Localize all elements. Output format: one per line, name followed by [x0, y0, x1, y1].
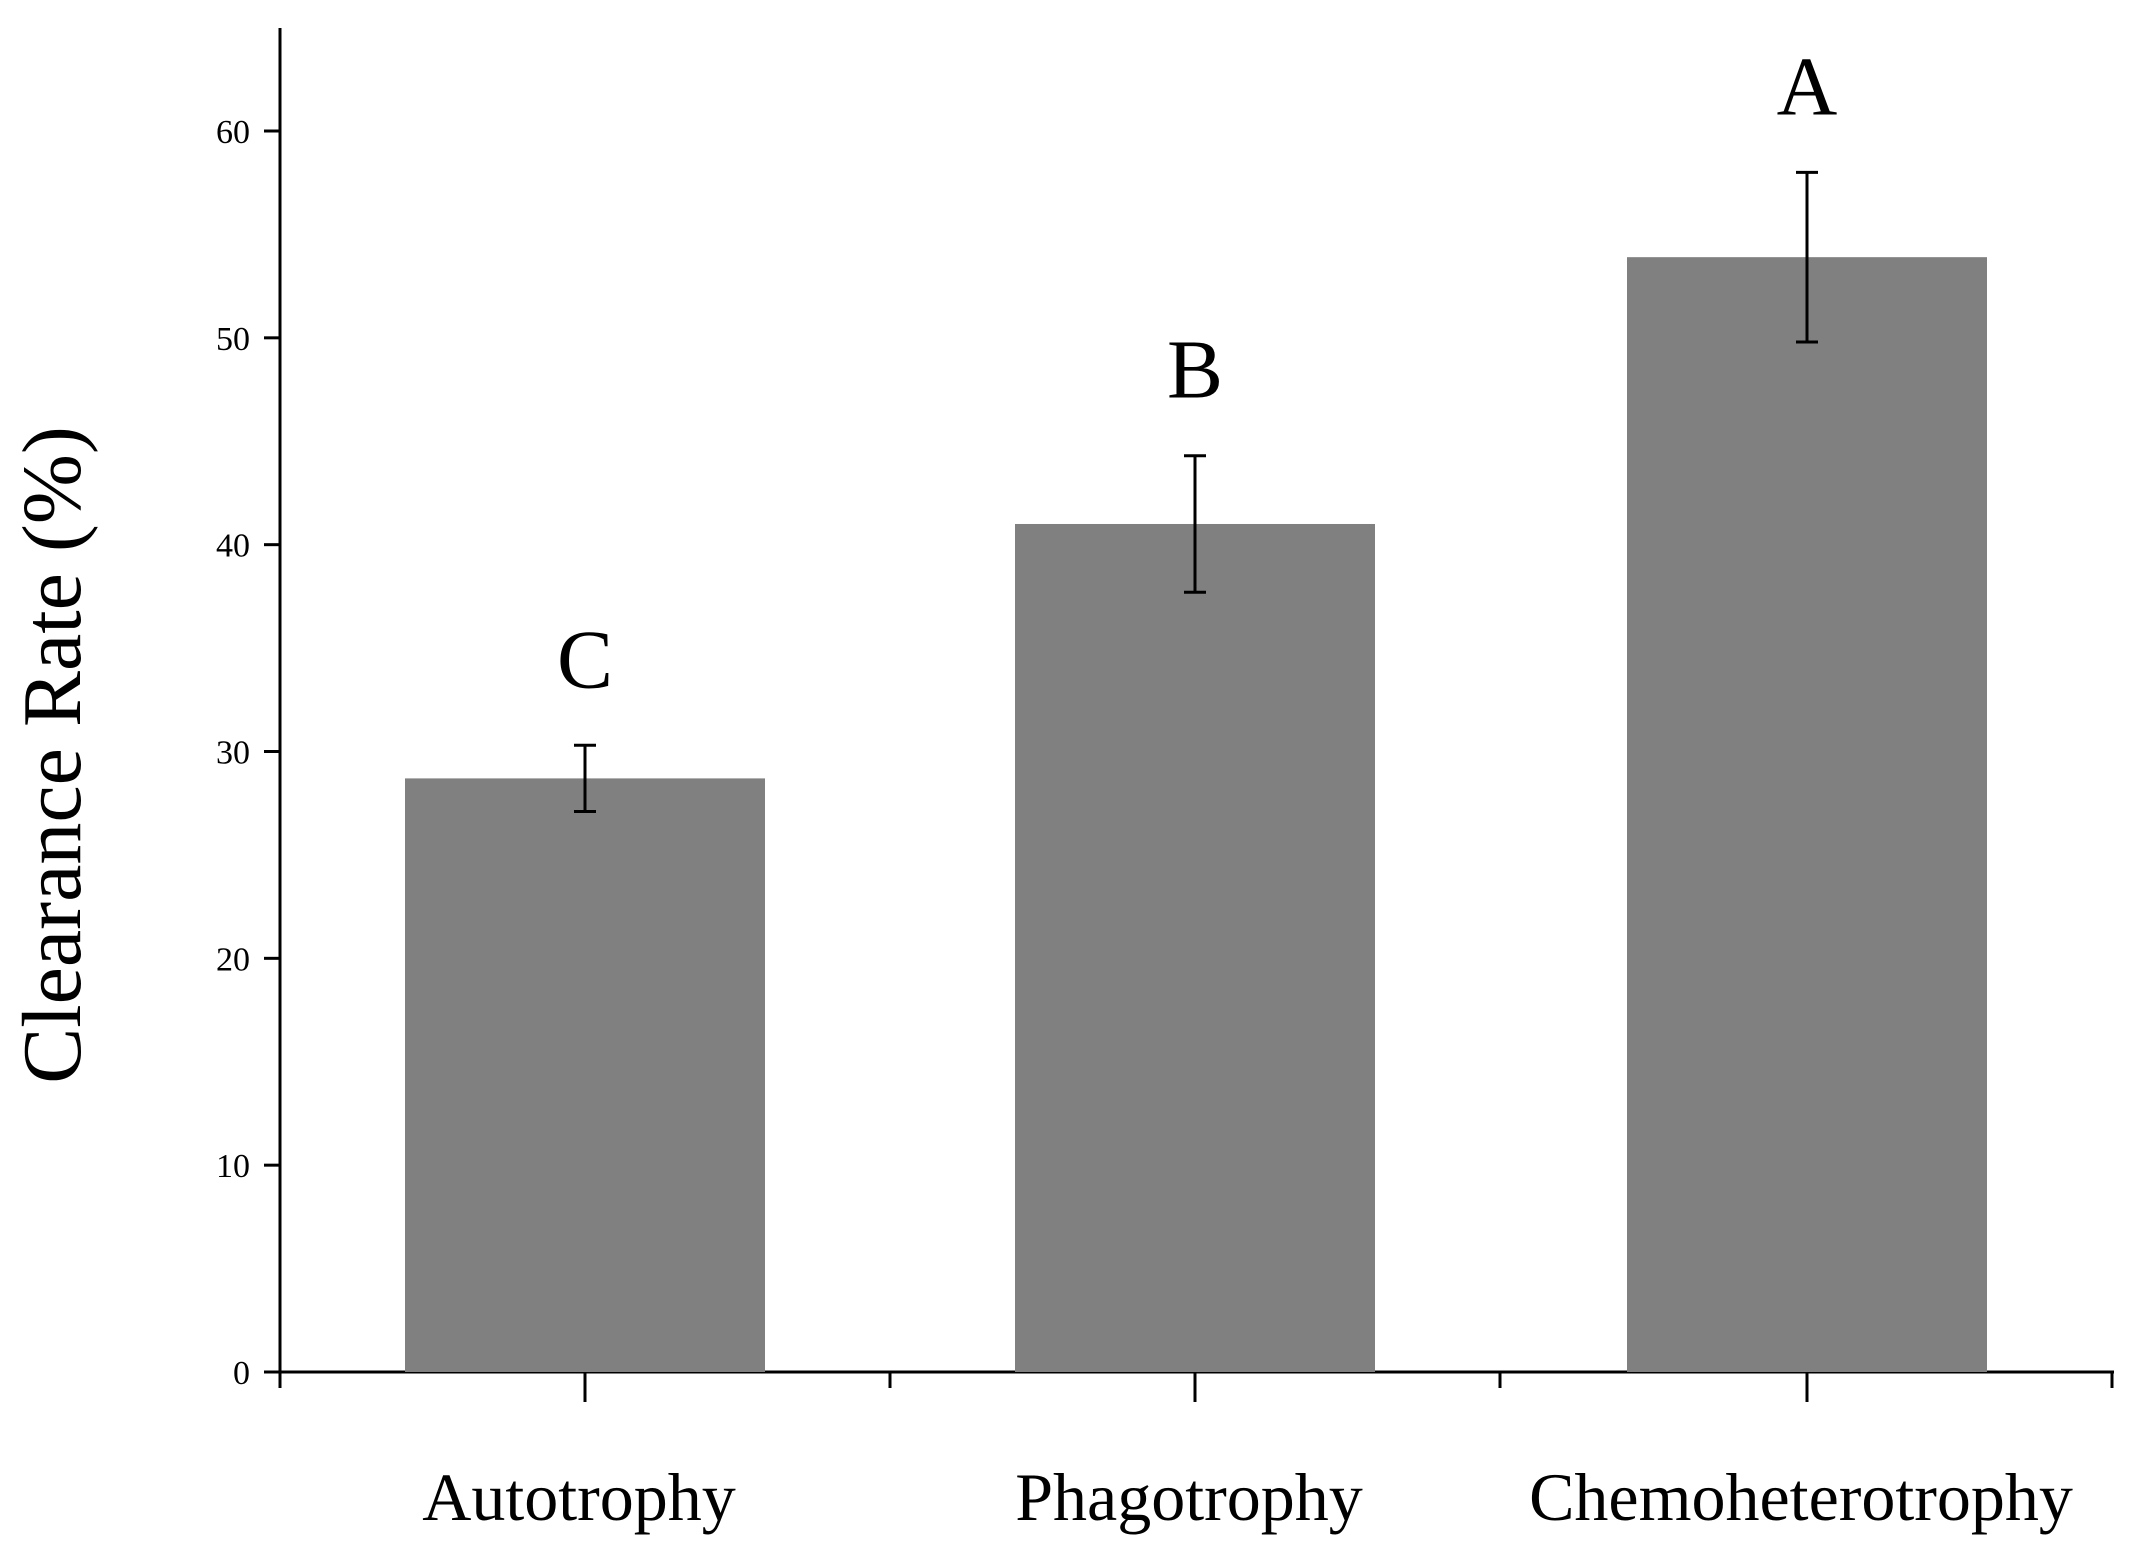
significance-label: B	[1167, 324, 1223, 417]
y-tick-label: 20	[216, 941, 250, 978]
y-axis-title: Clearance Rate (%)	[6, 426, 99, 1084]
x-category-label: Chemoheterotrophy	[1529, 1459, 2073, 1535]
x-category-label: Autotrophy	[422, 1459, 736, 1535]
y-tick-label: 60	[216, 114, 250, 151]
y-tick-label: 30	[216, 735, 250, 772]
bar-chemoheterotrophy	[1627, 257, 1987, 1372]
bar-autotrophy	[405, 778, 765, 1372]
y-tick-label: 0	[233, 1355, 250, 1392]
plot-area: 0 10 20 30 40 50 60 C Autotrophy B Phagotrophy A Che…	[216, 28, 2114, 1535]
x-category-label: Phagotrophy	[1015, 1459, 1363, 1535]
y-tick-label: 40	[216, 528, 250, 565]
y-tick-label: 50	[216, 321, 250, 358]
bar-phagotrophy	[1015, 523, 1375, 1372]
significance-label: C	[557, 613, 613, 706]
significance-label: A	[1777, 40, 1838, 133]
y-tick-label: 10	[216, 1148, 250, 1185]
